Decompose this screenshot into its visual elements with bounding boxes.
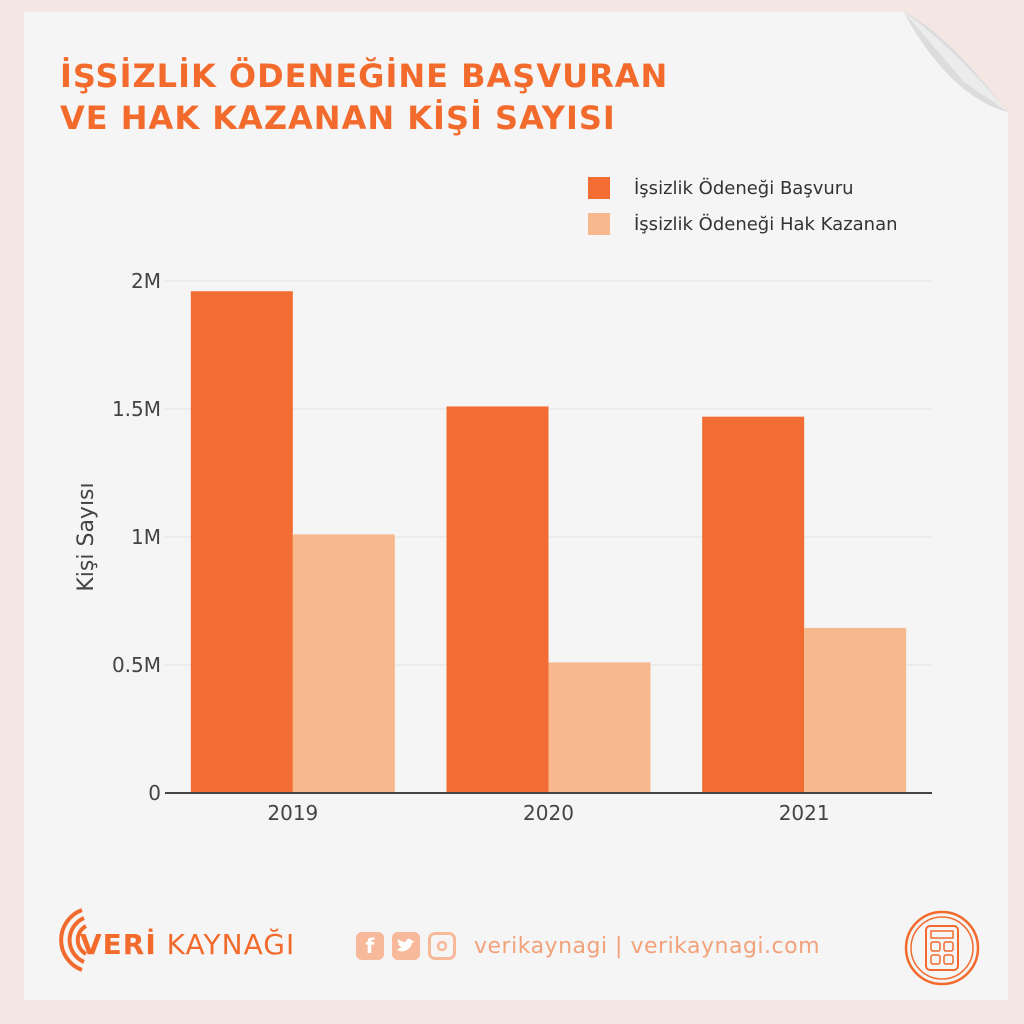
bar-hak-kazanan-2021 [804,627,907,793]
page-curl [904,12,1008,112]
social-links: f verikaynagi | verikaynagi.com [356,932,820,960]
title-line-2: VE HAK KAZANAN KİŞİ SAYISI [60,99,616,137]
bar-hak-kazanan-2019 [292,534,395,793]
x-tick-label: 2021 [779,801,830,825]
legend-swatch-basvuru [588,177,610,199]
y-tick-label: 0 [148,781,161,805]
calculator-icon [904,910,980,986]
facebook-icon[interactable]: f [356,932,384,960]
instagram-icon[interactable] [428,932,456,960]
y-tick-label: 2M [131,269,161,293]
x-tick-label: 2019 [267,801,318,825]
legend: İşsizlik Ödeneği Başvuru İşsizlik Ödeneğ… [588,170,898,242]
y-tick-label: 1M [131,525,161,549]
y-tick-label: 0.5M [112,653,161,677]
title-line-1: İŞSİZLİK ÖDENEĞİNE BAŞVURAN [60,57,669,95]
bar-basvuru-2019 [190,291,293,793]
brand-kaynagi: KAYNAĞI [156,928,296,961]
bar-basvuru-2020 [446,406,549,793]
brand-name: VERİ KAYNAĞI [80,928,295,961]
legend-item-hak-kazanan: İşsizlik Ödeneği Hak Kazanan [588,206,898,242]
brand-veri: VERİ [80,928,157,961]
y-tick-label: 1.5M [112,397,161,421]
legend-swatch-hak-kazanan [588,213,610,235]
bar-basvuru-2021 [702,416,805,793]
legend-item-basvuru: İşsizlik Ödeneği Başvuru [588,170,898,206]
y-axis-label: Kişi Sayısı [74,482,99,591]
x-tick-label: 2020 [523,801,574,825]
bar-hak-kazanan-2020 [548,662,651,793]
social-handle-text[interactable]: verikaynagi | verikaynagi.com [474,933,821,959]
veri-kaynagi-logo-icon [59,908,88,972]
twitter-icon[interactable] [392,932,420,960]
chart-title: İŞSİZLİK ÖDENEĞİNE BAŞVURAN VE HAK KAZAN… [60,55,668,139]
legend-label-hak-kazanan: İşsizlik Ödeneği Hak Kazanan [634,213,898,235]
legend-label-basvuru: İşsizlik Ödeneği Başvuru [634,177,854,199]
